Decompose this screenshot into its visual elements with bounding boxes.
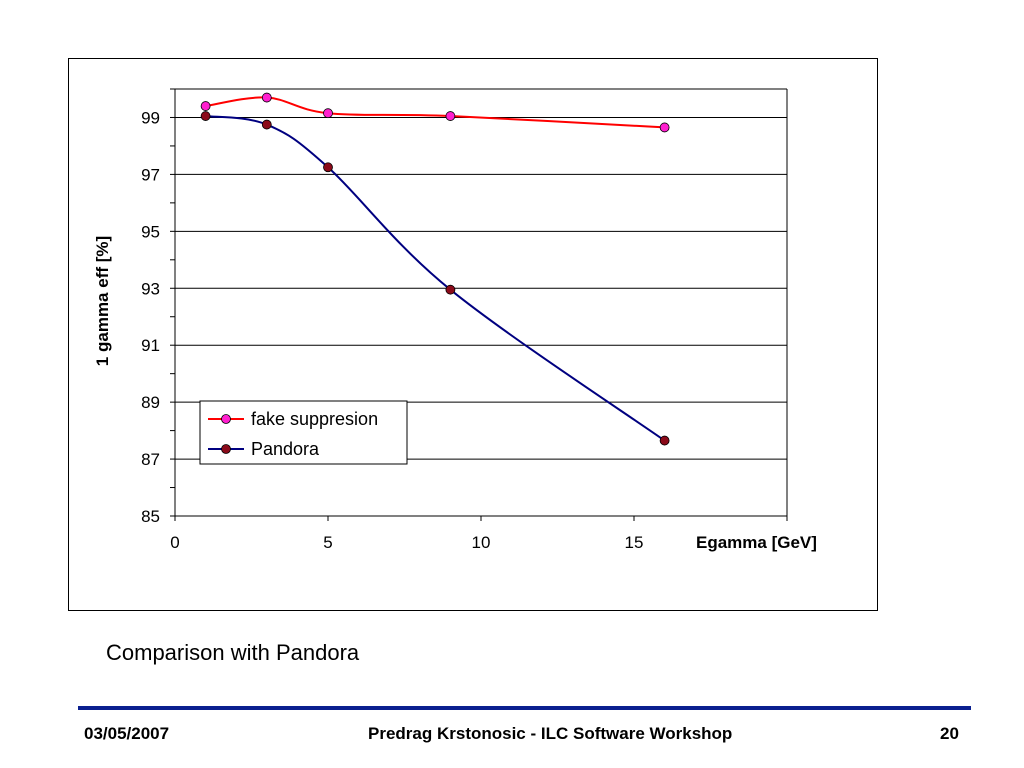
line-chart: 85 87 89 91 93 95 97 99 0 5 10 15 1 gamma eff [%] E… (93, 88, 817, 552)
y-tick-label: 99 (141, 108, 160, 127)
data-point-fake-suppresion (323, 108, 333, 119)
data-point-pandora (323, 162, 333, 173)
y-tick-label: 91 (141, 336, 160, 355)
legend-label-pandora: Pandora (251, 439, 320, 459)
y-tick-label: 89 (141, 393, 160, 412)
data-point-fake-suppresion (659, 122, 670, 133)
legend-box (199, 400, 408, 465)
series-line-fake-suppresion (205, 96, 665, 129)
legend-marker-fake-suppresion (221, 414, 231, 424)
data-point-pandora (445, 284, 456, 295)
data-point-pandora (659, 435, 670, 446)
y-tick-label: 97 (141, 165, 160, 184)
y-tick-label: 87 (141, 450, 160, 469)
axes: 85 87 89 91 93 95 97 99 0 5 10 15 (141, 88, 788, 552)
y-tick-label: 93 (141, 279, 160, 298)
footer-title: Predrag Krstonosic - ILC Software Worksh… (368, 724, 733, 743)
series-line-pandora (205, 115, 666, 442)
y-tick-label: 85 (141, 507, 160, 526)
data-point-pandora (261, 119, 272, 130)
page-number: 20 (940, 724, 959, 743)
footer-divider (78, 706, 971, 710)
footer-date: 03/05/2007 (84, 724, 170, 743)
x-axis-title: Egamma [GeV] (696, 533, 817, 552)
x-tick-label: 15 (625, 533, 644, 552)
chart-frame: 85 87 89 91 93 95 97 99 0 5 10 15 1 gamma eff [%] E… (68, 58, 878, 611)
data-point-fake-suppresion (445, 111, 456, 121)
legend-marker-pandora (221, 444, 231, 454)
data-point-pandora (200, 111, 211, 121)
data-point-fake-suppresion (261, 92, 272, 103)
slide-caption: Comparison with Pandora (106, 640, 360, 665)
x-tick-label: 10 (472, 533, 491, 552)
y-axis-title: 1 gamma eff [%] (93, 236, 112, 366)
series-layer (200, 92, 670, 446)
legend-label-fake-suppresion: fake suppresion (251, 409, 378, 429)
data-point-fake-suppresion (200, 101, 211, 111)
x-tick-label: 0 (170, 533, 179, 552)
y-tick-label: 95 (141, 222, 160, 241)
legend: fake suppresion Pandora (199, 400, 408, 465)
x-tick-label: 5 (323, 533, 332, 552)
